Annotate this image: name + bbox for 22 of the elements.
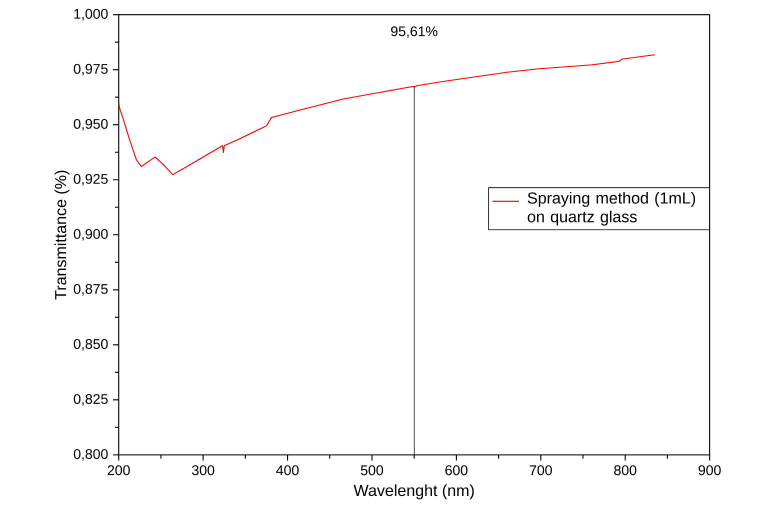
x-tick-label: 700 — [530, 465, 552, 476]
y-tick-label: 0,825 — [74, 394, 108, 406]
x-tick-label: 800 — [614, 465, 636, 476]
y-tick-label: 0,900 — [74, 229, 108, 241]
x-axis-title: Wavelenght (nm) — [354, 484, 474, 500]
x-tick-label: 900 — [698, 465, 721, 476]
line-series — [118, 54, 656, 176]
x-tick-label: 600 — [445, 465, 468, 476]
y-axis-title: Transmittance (%) — [54, 170, 70, 300]
y-tick-label: 0,800 — [74, 449, 108, 461]
y-tick-label: 0,850 — [74, 339, 108, 351]
legend-label: Spraying method (1mL) on quartz glass — [528, 192, 696, 226]
y-tick-label: 0,975 — [74, 64, 108, 76]
y-tick-label: 0,875 — [74, 284, 108, 296]
x-tick-label: 200 — [108, 465, 130, 476]
y-tick-label: 1,000 — [74, 8, 108, 21]
y-tick-label: 0,925 — [74, 174, 108, 186]
x-tick-label: 300 — [192, 465, 214, 476]
annotation: 95,61% — [391, 26, 438, 38]
x-tick-label: 500 — [360, 465, 384, 476]
y-tick-label: 0,950 — [74, 118, 108, 131]
x-tick-label: 400 — [276, 465, 299, 476]
